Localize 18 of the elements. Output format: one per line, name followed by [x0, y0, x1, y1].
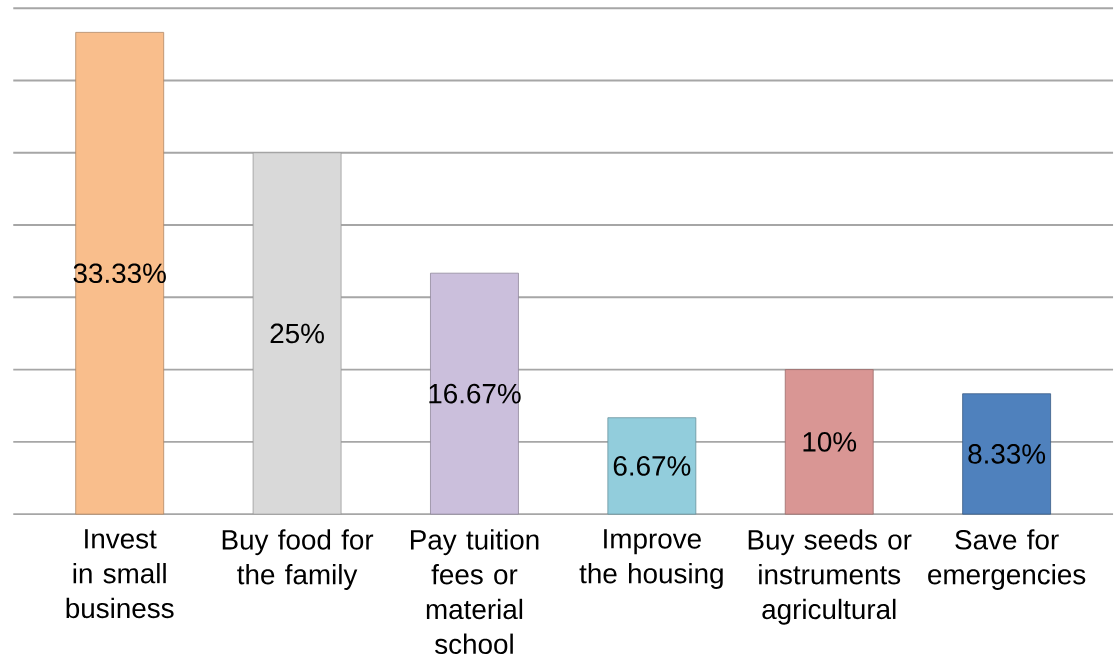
data-label: 16.67% — [429, 383, 521, 404]
data-label: 8.33% — [968, 443, 1046, 464]
x-tick-label: Invest in small business — [66, 528, 174, 618]
x-tick-label: Improve the housing — [579, 528, 723, 589]
bar — [252, 152, 342, 515]
data-label: 33.33% — [73, 263, 166, 283]
bar — [430, 272, 519, 515]
x-tick-label: Buy seeds or instruments agricultural — [748, 529, 912, 625]
data-label: 10% — [803, 431, 857, 452]
x-tick-label: Buy food for the family — [222, 529, 374, 590]
bar — [75, 31, 165, 515]
bar — [962, 393, 1051, 515]
data-label: 25% — [270, 323, 324, 344]
x-tick-label: Pay tuition fees or material school — [410, 529, 539, 654]
data-label: 6.67% — [613, 455, 691, 476]
bar — [607, 417, 697, 515]
x-tick-label: Save for emergencies — [928, 529, 1086, 590]
bar — [784, 368, 874, 515]
